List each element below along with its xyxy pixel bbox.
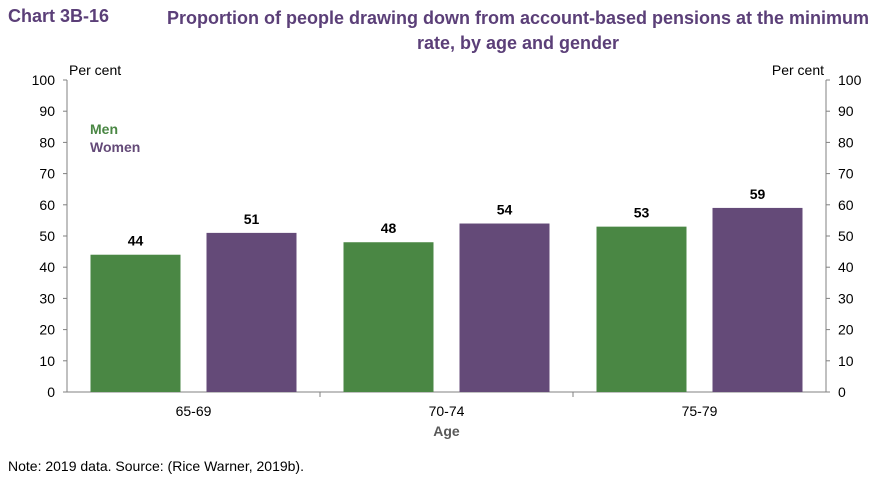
x-axis-title: Age	[433, 423, 460, 439]
bar-men-75-79	[596, 226, 687, 392]
legend-item-men: Men	[90, 121, 118, 137]
y-tick-label-left: 30	[39, 290, 55, 306]
data-label: 51	[244, 211, 260, 227]
y-tick-label-right: 50	[838, 228, 854, 244]
y-tick-label-left: 20	[39, 322, 55, 338]
y-tick-label-left: 90	[39, 103, 55, 119]
y-tick-label-right: 80	[838, 134, 854, 150]
y-tick-label-right: 100	[838, 72, 862, 88]
y-tick-label-left: 40	[39, 259, 55, 275]
y-tick-label-right: 60	[838, 197, 854, 213]
bar-women-70-74	[459, 223, 550, 392]
y-axis-label-left: Per cent	[69, 62, 121, 78]
x-tick-label: 75-79	[682, 403, 718, 419]
y-tick-label-right: 90	[838, 103, 854, 119]
y-tick-label-right: 20	[838, 322, 854, 338]
bar-women-75-79	[712, 207, 803, 392]
chart-title: Proportion of people drawing down from a…	[166, 8, 870, 53]
y-tick-label-left: 100	[32, 72, 56, 88]
legend-item-women: Women	[90, 139, 140, 155]
x-tick-label: 70-74	[429, 403, 465, 419]
y-tick-label-left: 70	[39, 166, 55, 182]
data-label: 44	[128, 233, 144, 249]
bar-men-65-69	[90, 254, 181, 392]
data-label: 59	[750, 186, 766, 202]
y-tick-label-left: 10	[39, 353, 55, 369]
y-tick-label-right: 30	[838, 290, 854, 306]
data-label: 53	[634, 205, 650, 221]
x-tick-label: 65-69	[176, 403, 212, 419]
y-tick-label-right: 0	[838, 384, 846, 400]
data-label: 48	[381, 220, 397, 236]
y-tick-label-right: 10	[838, 353, 854, 369]
data-label: 54	[497, 202, 513, 218]
y-tick-label-right: 70	[838, 166, 854, 182]
bar-women-65-69	[206, 232, 297, 392]
y-tick-label-left: 80	[39, 134, 55, 150]
chart-note: Note: 2019 data. Source: (Rice Warner, 2…	[8, 458, 304, 474]
y-tick-label-left: 60	[39, 197, 55, 213]
y-tick-label-right: 40	[838, 259, 854, 275]
bar-men-70-74	[343, 242, 434, 392]
y-tick-label-left: 0	[47, 384, 55, 400]
chart-number: Chart 3B-16	[8, 6, 110, 26]
y-tick-label-left: 50	[39, 228, 55, 244]
y-axis-label-right: Per cent	[772, 62, 824, 78]
